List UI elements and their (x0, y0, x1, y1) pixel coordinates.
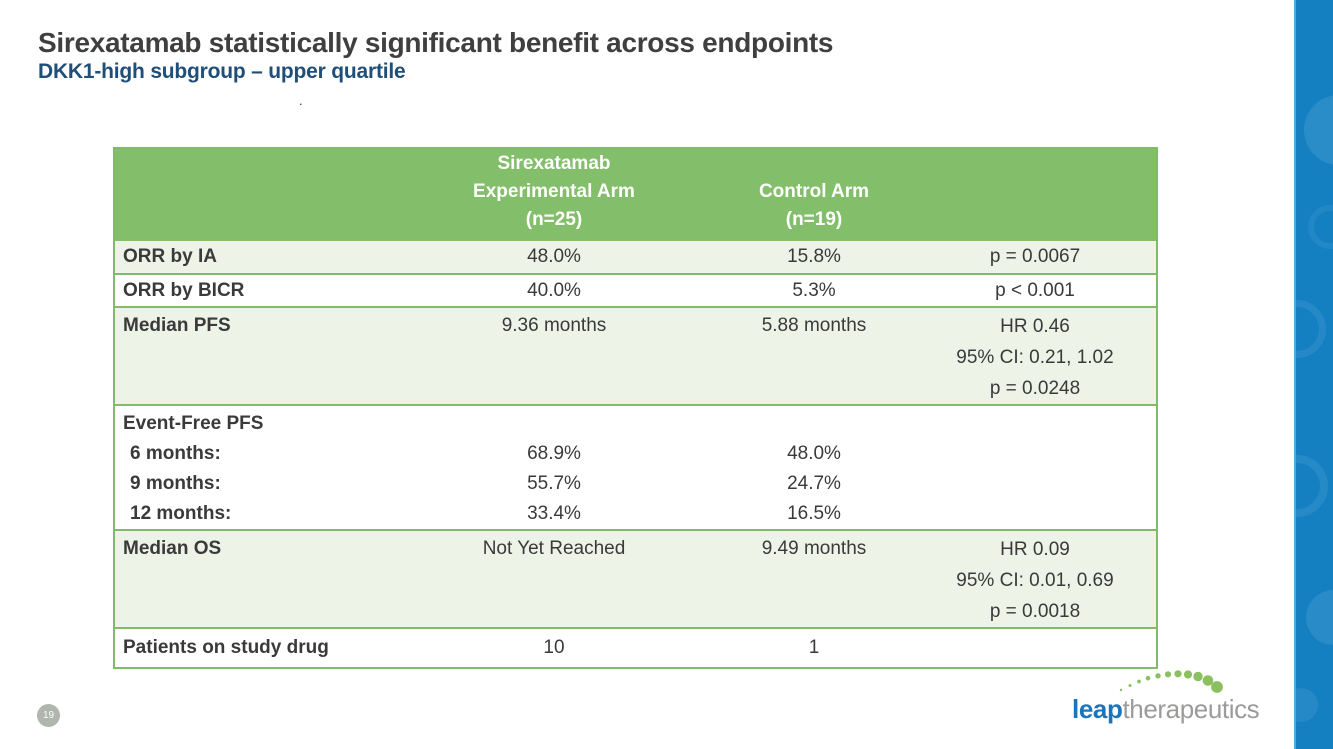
bubble-decoration (1296, 300, 1326, 358)
stat-p: p = 0.0248 (989, 378, 1081, 399)
header-stats-cell (914, 148, 1157, 241)
row-label: Median OS (123, 538, 222, 559)
header-experimental-line2: Experimental Arm (473, 181, 635, 202)
bubble-decoration (1296, 455, 1328, 517)
table-row-patients: Patients on study drug 10 1 (114, 628, 1157, 668)
control-value-9m: 24.7% (787, 473, 841, 494)
header-experimental-arm: Sirexatamab Experimental Arm (n=25) (394, 148, 714, 241)
experimental-value: 9.36 months (501, 315, 607, 336)
stat-ci: 95% CI: 0.01, 0.69 (956, 570, 1114, 591)
results-table: Sirexatamab Experimental Arm (n=25) Cont… (113, 147, 1158, 669)
stray-period-mark: . (299, 93, 303, 108)
sub-label-12m: 12 months: (130, 503, 232, 524)
header-experimental-line3: (n=25) (525, 209, 583, 230)
row-label-group: Event-Free PFS 6 months: 9 months: 12 mo… (114, 405, 394, 530)
control-value: 5.88 months (761, 315, 867, 336)
slide-subtitle: DKK1-high subgroup – upper quartile (38, 60, 406, 83)
control-value: 1 (808, 637, 820, 658)
table-row-event-free-pfs: Event-Free PFS 6 months: 9 months: 12 mo… (114, 405, 1157, 530)
header-control-arm: Control Arm (n=19) (714, 148, 914, 241)
control-value-group: 48.0% 24.7% 16.5% (714, 405, 914, 530)
stat-value-group: HR 0.09 95% CI: 0.01, 0.69 p = 0.0018 (914, 530, 1157, 628)
experimental-value: Not Yet Reached (482, 538, 626, 559)
stat-value: p < 0.001 (995, 279, 1075, 301)
experimental-value: 40.0% (527, 279, 581, 301)
leap-therapeutics-logo: leaptherapeutics (1072, 666, 1272, 728)
page-number-badge: 19 (37, 704, 60, 727)
table-header-row: Sirexatamab Experimental Arm (n=25) Cont… (114, 148, 1157, 241)
stat-value: p = 0.0067 (989, 246, 1081, 267)
leap-logo-text: leaptherapeutics (1072, 694, 1260, 725)
stat-hr: HR 0.46 (1000, 316, 1070, 337)
bubble-decoration (1304, 95, 1333, 165)
slide-title: Sirexatamab statistically significant be… (38, 27, 834, 58)
control-value-12m: 16.5% (787, 503, 841, 524)
table-row-orr-ia: ORR by IA 48.0% 15.8% p = 0.0067 (114, 241, 1157, 274)
row-label: Patients on study drug (123, 637, 329, 658)
header-empty-cell (114, 148, 394, 241)
bubble-decoration (1308, 205, 1333, 249)
control-value-6m: 48.0% (787, 443, 841, 464)
spacer (722, 409, 906, 439)
control-value: 9.49 months (761, 538, 867, 559)
table-row-median-pfs: Median PFS 9.36 months 5.88 months HR 0.… (114, 307, 1157, 405)
spacer (402, 409, 706, 439)
sub-label-9m: 9 months: (130, 473, 221, 494)
table-row-orr-bicr: ORR by BICR 40.0% 5.3% p < 0.001 (114, 274, 1157, 307)
experimental-value-group: 68.9% 55.7% 33.4% (394, 405, 714, 530)
stat-empty-cell (914, 628, 1157, 668)
row-label: ORR by BICR (123, 279, 245, 301)
experimental-value: 48.0% (527, 246, 581, 267)
logo-word-therapeutics: therapeutics (1122, 694, 1260, 724)
bubble-decoration (1296, 688, 1318, 722)
stat-hr: HR 0.09 (1000, 539, 1070, 560)
stat-value-group: HR 0.46 95% CI: 0.21, 1.02 p = 0.0248 (914, 307, 1157, 405)
bubble-decoration (1306, 590, 1333, 645)
row-label: Median PFS (123, 315, 231, 336)
experimental-value-6m: 68.9% (527, 443, 581, 464)
page-number: 19 (42, 710, 55, 721)
header-control-line1: Control Arm (758, 181, 870, 202)
leap-logo-dots-icon (1119, 670, 1223, 693)
experimental-value-9m: 55.7% (527, 473, 581, 494)
control-value: 5.3% (792, 279, 836, 301)
table-row-median-os: Median OS Not Yet Reached 9.49 months HR… (114, 530, 1157, 628)
stat-empty-cell (914, 405, 1157, 530)
stat-p: p = 0.0018 (989, 601, 1081, 622)
control-value: 15.8% (787, 246, 841, 267)
row-label: Event-Free PFS (123, 413, 264, 434)
experimental-value: 10 (543, 637, 565, 658)
sub-label-6m: 6 months: (130, 443, 221, 464)
logo-word-leap: leap (1072, 694, 1123, 724)
header-control-line2: (n=19) (785, 209, 843, 230)
header-experimental-line1: Sirexatamab (497, 153, 611, 174)
experimental-value-12m: 33.4% (527, 503, 581, 524)
stat-ci: 95% CI: 0.21, 1.02 (956, 347, 1114, 368)
row-label: ORR by IA (123, 246, 217, 267)
right-accent-bar (1294, 0, 1333, 749)
